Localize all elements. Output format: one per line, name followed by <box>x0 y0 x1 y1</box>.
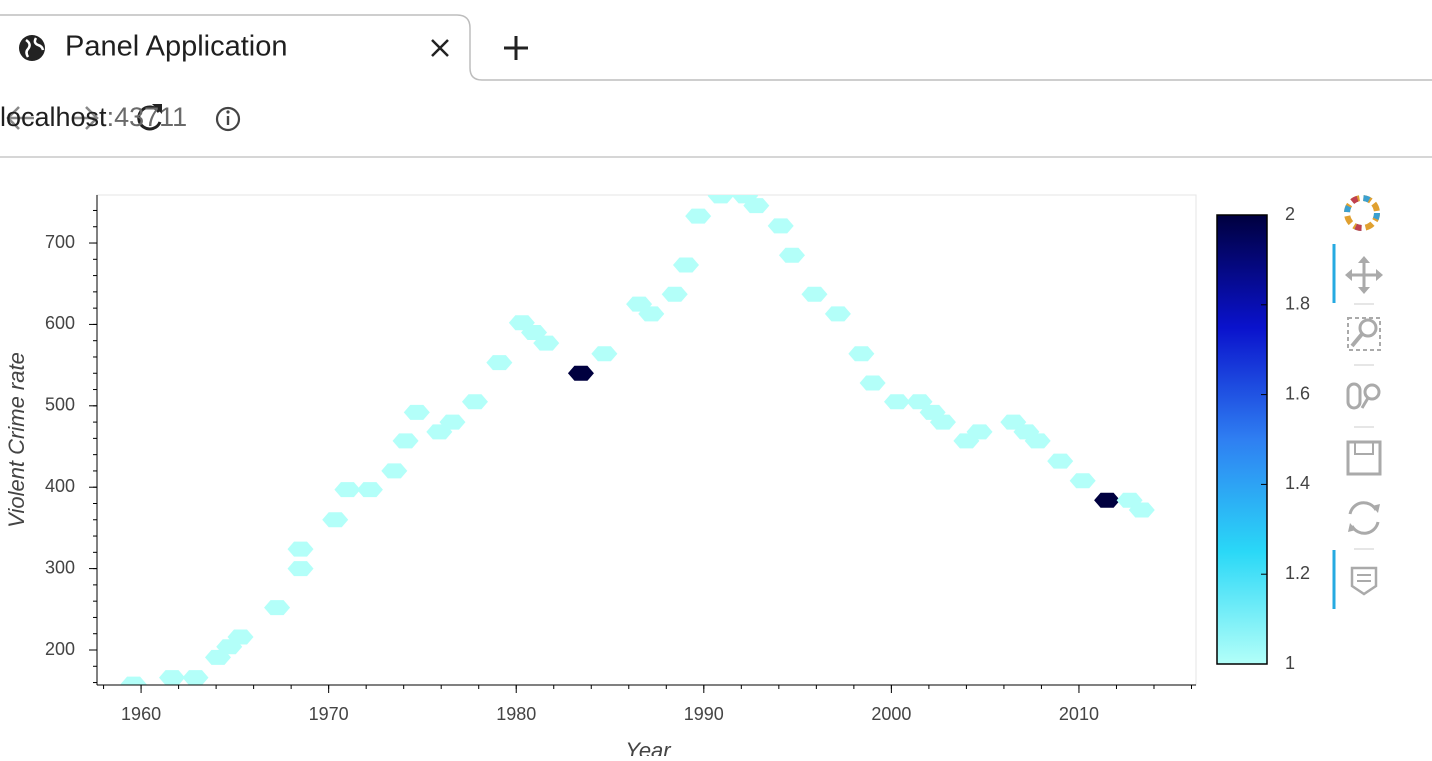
tab-globe-icon <box>19 35 45 61</box>
hex-bin <box>638 306 665 322</box>
hex-bin <box>929 414 956 430</box>
url-host: localhost <box>0 102 107 132</box>
hex-bin <box>778 247 805 263</box>
colorbar <box>1216 214 1268 665</box>
hex-bin <box>767 218 794 234</box>
hex-bin <box>227 629 254 645</box>
hex-bin <box>859 375 886 391</box>
y-axis-label: Violent Crime rate <box>4 352 29 528</box>
x-tick-label: 2000 <box>871 704 911 724</box>
hex-bin <box>356 482 383 498</box>
reset-tool[interactable] <box>1348 501 1380 535</box>
hex-bin <box>1069 473 1096 489</box>
x-tick-label: 1980 <box>496 704 536 724</box>
tab-outline <box>0 14 1432 81</box>
y-tick-label: 200 <box>45 639 75 659</box>
reload-button[interactable] <box>137 104 162 131</box>
hex-bin <box>439 414 466 430</box>
x-tick-label: 1960 <box>121 704 161 724</box>
hex-bin <box>120 676 147 685</box>
save-tool[interactable] <box>1346 440 1382 476</box>
site-info-icon[interactable] <box>215 106 241 132</box>
hex-bin <box>403 404 430 420</box>
x-tick-label: 1970 <box>309 704 349 724</box>
back-button[interactable] <box>6 106 34 130</box>
hex-bin <box>672 257 699 273</box>
new-tab[interactable] <box>504 36 528 60</box>
hex-bin <box>848 346 875 362</box>
hex-bin <box>182 670 209 685</box>
hex-bin <box>567 365 594 381</box>
hex-bin <box>461 394 488 410</box>
hex-bin <box>743 198 770 214</box>
hex-layer <box>120 195 1155 685</box>
box-zoom-tool[interactable] <box>1347 317 1381 351</box>
hex-bin <box>287 561 314 577</box>
hex-bin <box>1024 433 1051 449</box>
url[interactable]: localhost:43711 <box>0 102 187 132</box>
hex-bin <box>591 346 618 362</box>
colorbar-tick-label: 1.4 <box>1285 473 1310 493</box>
hex-bin <box>264 600 291 616</box>
colorbar-tick-label: 1 <box>1285 653 1295 673</box>
x-tick-label: 2010 <box>1059 704 1099 724</box>
x-axis-label: Year <box>625 738 672 756</box>
hex-bin <box>381 463 408 479</box>
hex-bin <box>707 195 734 204</box>
hex-bin <box>1047 453 1074 469</box>
hex-bin <box>884 394 911 410</box>
hex-bin <box>1094 492 1121 508</box>
hex-bin <box>159 670 186 685</box>
colorbar-tick-label: 2 <box>1285 204 1295 224</box>
y-tick-label: 600 <box>45 313 75 333</box>
bokeh-logo[interactable] <box>1344 195 1380 231</box>
tab-title[interactable]: Panel Application <box>65 31 288 63</box>
hex-bin <box>966 424 993 440</box>
hex-bin <box>392 433 419 449</box>
hover-tool[interactable] <box>1350 566 1378 596</box>
wheel-zoom-tool[interactable] <box>1346 382 1381 410</box>
hex-bin <box>1128 502 1155 518</box>
hex-bin <box>334 482 361 498</box>
tab-close[interactable] <box>431 39 449 57</box>
y-tick-label: 700 <box>45 232 75 252</box>
y-tick-label: 400 <box>45 476 75 496</box>
x-tick-label: 1990 <box>684 704 724 724</box>
y-tick-label: 300 <box>45 557 75 577</box>
hex-bin <box>661 286 688 302</box>
hex-bin <box>685 208 712 224</box>
hex-bin <box>533 335 560 351</box>
pan-tool[interactable] <box>1345 256 1383 294</box>
forward-button[interactable] <box>72 106 99 130</box>
hex-bin <box>801 286 828 302</box>
colorbar-tick-label: 1.6 <box>1285 383 1310 403</box>
url-port: :43711 <box>107 102 188 132</box>
y-tick-label: 500 <box>45 395 75 415</box>
hex-bin <box>287 541 314 557</box>
hex-bin <box>322 512 349 528</box>
colorbar-tick-label: 1.2 <box>1285 563 1310 583</box>
hex-bin <box>824 306 851 322</box>
colorbar-tick-label: 1.8 <box>1285 294 1310 314</box>
hex-bin <box>486 355 513 371</box>
